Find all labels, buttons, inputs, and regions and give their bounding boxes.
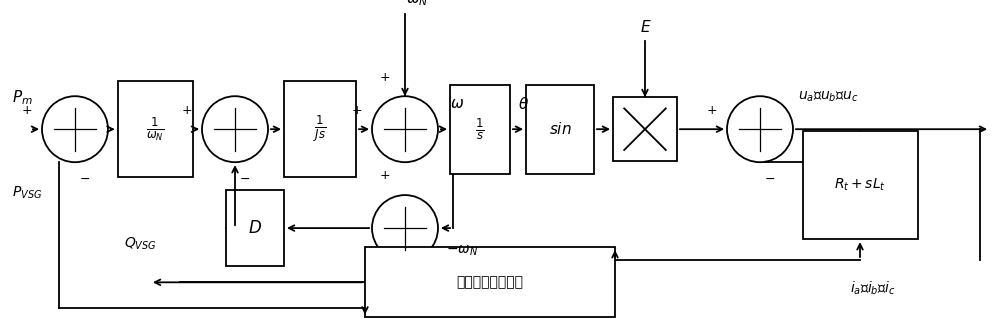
Text: $\frac{1}{Js}$: $\frac{1}{Js}$ [313, 114, 327, 145]
Bar [118, 81, 192, 177]
Text: $i_a$、$i_b$、$i_c$: $i_a$、$i_b$、$i_c$ [850, 280, 896, 297]
Text: $D$: $D$ [248, 219, 262, 237]
Text: $P_{VSG}$: $P_{VSG}$ [12, 185, 42, 201]
Text: $+$: $+$ [706, 104, 718, 116]
Text: $+$: $+$ [181, 104, 193, 116]
Text: $\theta$: $\theta$ [518, 96, 529, 112]
Text: $Q_{VSG}$: $Q_{VSG}$ [124, 236, 156, 252]
Text: $-\omega_N$: $-\omega_N$ [446, 243, 478, 258]
Text: $\frac{1}{\omega_N}$: $\frac{1}{\omega_N}$ [146, 115, 164, 143]
Text: $R_t+sL_t$: $R_t+sL_t$ [834, 177, 886, 193]
Text: $+$: $+$ [351, 104, 363, 116]
Ellipse shape [372, 96, 438, 162]
Bar [226, 190, 284, 266]
Text: $+$: $+$ [379, 169, 391, 182]
Text: $sin$: $sin$ [549, 121, 571, 137]
Text: 瞬时功率计算模块: 瞬时功率计算模块 [456, 275, 524, 289]
Bar [526, 85, 594, 174]
Ellipse shape [42, 96, 108, 162]
Bar [802, 131, 918, 239]
Ellipse shape [202, 96, 268, 162]
Bar [284, 81, 356, 177]
Ellipse shape [372, 195, 438, 261]
Text: $+$: $+$ [21, 104, 33, 116]
Text: $-$: $-$ [79, 172, 91, 185]
Text: $\frac{1}{s}$: $\frac{1}{s}$ [475, 116, 485, 142]
Text: $\omega_N$: $\omega_N$ [406, 0, 428, 8]
Text: $u_a$、$u_b$、$u_c$: $u_a$、$u_b$、$u_c$ [798, 90, 858, 105]
Ellipse shape [727, 96, 793, 162]
Text: $\omega$: $\omega$ [450, 96, 464, 111]
Bar [450, 85, 510, 174]
Text: $-$: $-$ [239, 172, 251, 185]
Bar [613, 97, 677, 161]
Text: $E$: $E$ [640, 19, 652, 35]
Text: $P_m$: $P_m$ [12, 88, 33, 107]
Text: $-$: $-$ [764, 172, 776, 185]
Text: $+$: $+$ [379, 70, 391, 84]
Bar [365, 247, 615, 317]
